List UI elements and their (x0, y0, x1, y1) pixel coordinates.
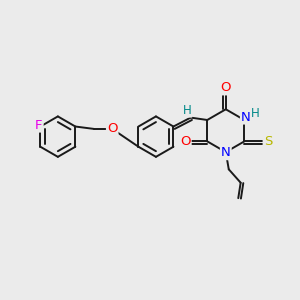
Text: H: H (251, 107, 260, 120)
Text: H: H (183, 104, 191, 117)
Text: O: O (107, 122, 118, 135)
Text: S: S (264, 135, 272, 148)
Text: O: O (180, 135, 190, 148)
Text: O: O (220, 81, 231, 94)
Text: N: N (221, 146, 231, 159)
Text: F: F (35, 118, 43, 131)
Text: N: N (241, 110, 251, 124)
